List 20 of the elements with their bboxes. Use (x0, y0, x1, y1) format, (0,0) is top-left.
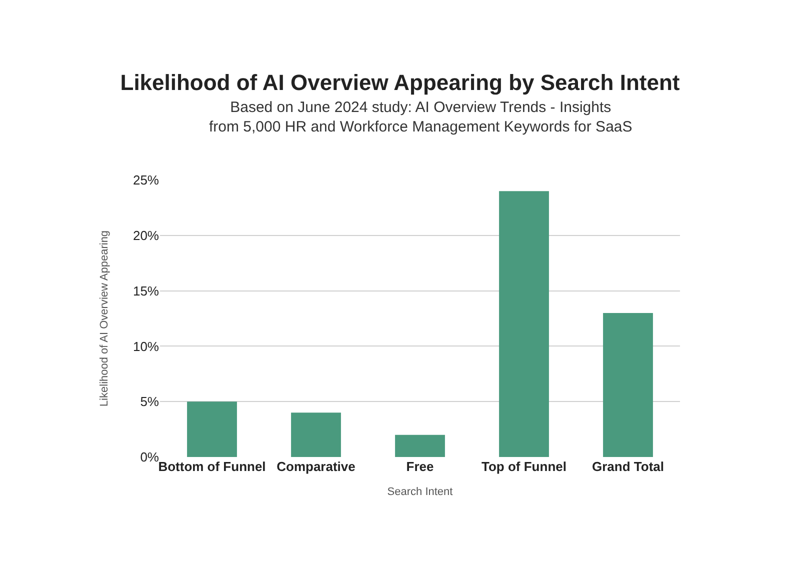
y-tick-label: 10% (132, 338, 160, 354)
x-tick-label: Top of Funnel (482, 459, 566, 474)
y-tick-label: 20% (132, 228, 160, 243)
bar (291, 412, 341, 457)
y-tick-label: 25% (132, 172, 160, 188)
x-tick-label: Grand Total (592, 459, 664, 474)
chart-title: Likelihood of AI Overview Appearing by Search Intent (120, 70, 680, 95)
bar (499, 191, 549, 457)
x-tick-label: Free (406, 459, 434, 474)
bar (395, 434, 445, 457)
y-tick-label: 15% (132, 283, 160, 298)
y-tick-label: 5% (140, 394, 160, 410)
chart-subtitle: Based on June 2024 study: AI Overview Trends - Insights from 5,000 HR and Workforce Management Keywords for SaaS (209, 99, 632, 136)
y-tick-label: 0% (140, 450, 160, 465)
y-axis-title: Likelihood of AI Overview Appearing (98, 230, 111, 407)
x-tick-label: Bottom of Funnel (158, 459, 266, 474)
x-axis-title: Search Intent (387, 486, 453, 498)
x-tick-label: Comparative (276, 459, 356, 474)
bar (187, 402, 237, 457)
bar (603, 312, 653, 457)
